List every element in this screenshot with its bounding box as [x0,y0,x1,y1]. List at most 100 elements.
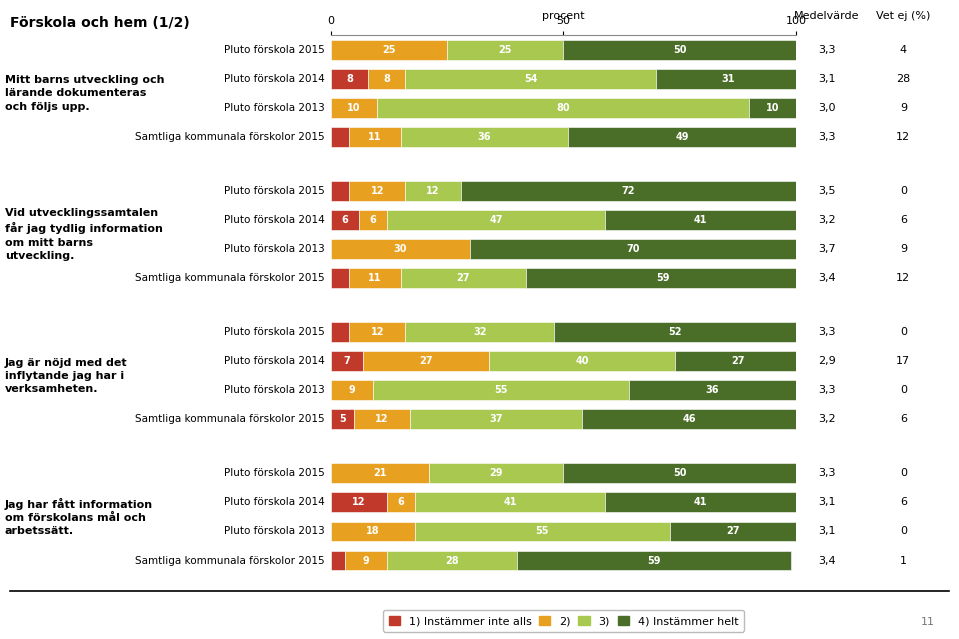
Bar [563,463,796,483]
Bar [489,351,675,371]
Bar [331,551,345,571]
Text: 3,3: 3,3 [818,45,835,55]
Text: 1: 1 [900,555,907,566]
Bar [331,380,373,400]
Bar [331,98,377,118]
Text: Pluto förskola 2013: Pluto förskola 2013 [224,527,325,536]
Text: 49: 49 [675,132,689,142]
Text: 0: 0 [900,385,907,396]
Text: 3,3: 3,3 [818,385,835,396]
Bar [414,521,670,541]
Text: 80: 80 [556,103,571,113]
Text: 3,1: 3,1 [818,497,835,507]
Bar [331,40,447,59]
Text: 9: 9 [900,244,907,254]
Bar [554,322,796,342]
Text: Pluto förskola 2013: Pluto förskola 2013 [224,244,325,254]
Text: 6: 6 [341,215,348,225]
Bar [331,521,414,541]
Text: Samtliga kommunala förskolor 2015: Samtliga kommunala förskolor 2015 [135,132,325,142]
Text: 12: 12 [352,497,365,507]
Text: 28: 28 [897,74,910,84]
Text: 55: 55 [494,385,507,396]
Text: 3,1: 3,1 [818,527,835,536]
Text: Jag är nöjd med det
inflytande jag har i
verksamheten.: Jag är nöjd med det inflytande jag har i… [5,357,128,394]
Text: procent: procent [542,11,585,21]
Bar [386,551,517,571]
Text: 3,2: 3,2 [818,215,835,225]
Bar [406,69,656,89]
Bar [526,268,801,288]
Bar [563,40,796,59]
Text: Förskola och hem (1/2): Förskola och hem (1/2) [10,16,189,30]
Text: 17: 17 [897,356,910,366]
Bar [377,98,750,118]
Text: Pluto förskola 2013: Pluto förskola 2013 [224,103,325,113]
Bar [401,127,568,147]
Text: 12: 12 [375,414,388,424]
Bar [345,551,386,571]
Text: 6: 6 [900,497,907,507]
Bar [628,380,796,400]
Bar [349,322,406,342]
Text: 27: 27 [456,273,470,283]
Text: Vid utvecklingssamtalen
får jag tydlig information
om mitt barns
utveckling.: Vid utvecklingssamtalen får jag tydlig i… [5,208,163,261]
Text: 12: 12 [897,273,910,283]
Text: 7: 7 [343,356,350,366]
Text: 0: 0 [900,527,907,536]
Text: Mitt barns utveckling och
lärande dokumenteras
och följs upp.: Mitt barns utveckling och lärande dokume… [5,75,164,112]
Bar [386,210,605,230]
Text: 11: 11 [921,617,935,627]
Text: Pluto förskola 2015: Pluto förskola 2015 [224,468,325,478]
Text: 9: 9 [363,555,369,566]
Text: 40: 40 [575,356,589,366]
Text: 4: 4 [900,45,907,55]
Text: 3,3: 3,3 [818,468,835,478]
Text: 55: 55 [536,527,550,536]
Text: 12: 12 [897,132,910,142]
Bar [331,493,386,512]
Bar [331,322,349,342]
Bar [363,351,489,371]
Text: 12: 12 [370,186,385,196]
Text: 3,0: 3,0 [818,103,835,113]
Text: 12: 12 [427,186,440,196]
Legend: 1) Instämmer inte alls, 2), 3), 4) Instämmer helt: 1) Instämmer inte alls, 2), 3), 4) Instä… [383,610,744,631]
Text: 46: 46 [682,414,695,424]
Bar [605,210,796,230]
Text: 3,5: 3,5 [818,186,835,196]
Text: Samtliga kommunala förskolor 2015: Samtliga kommunala förskolor 2015 [135,555,325,566]
Text: 52: 52 [668,327,682,337]
Bar [568,127,796,147]
Text: 50: 50 [673,45,687,55]
Text: 50: 50 [673,468,687,478]
Text: Pluto förskola 2013: Pluto förskola 2013 [224,385,325,396]
Bar [331,127,349,147]
Bar [670,521,796,541]
Text: 18: 18 [366,527,380,536]
Bar [349,181,406,201]
Bar [750,98,796,118]
Text: 3,3: 3,3 [818,327,835,337]
Text: Pluto förskola 2015: Pluto förskola 2015 [224,45,325,55]
Text: 10: 10 [766,103,780,113]
Bar [409,410,582,429]
Bar [429,463,563,483]
Bar [406,181,461,201]
Text: 32: 32 [473,327,486,337]
Text: 11: 11 [368,132,382,142]
Bar [414,493,605,512]
Bar [401,268,526,288]
Text: 8: 8 [346,74,353,84]
Bar [331,210,359,230]
Text: 0: 0 [900,327,907,337]
Bar [359,210,386,230]
Bar [461,181,796,201]
Text: 3,4: 3,4 [818,555,835,566]
Text: 10: 10 [347,103,361,113]
Text: 8: 8 [384,74,390,84]
Text: 11: 11 [368,273,382,283]
Bar [470,239,796,259]
Text: 6: 6 [900,414,907,424]
Bar [331,239,470,259]
